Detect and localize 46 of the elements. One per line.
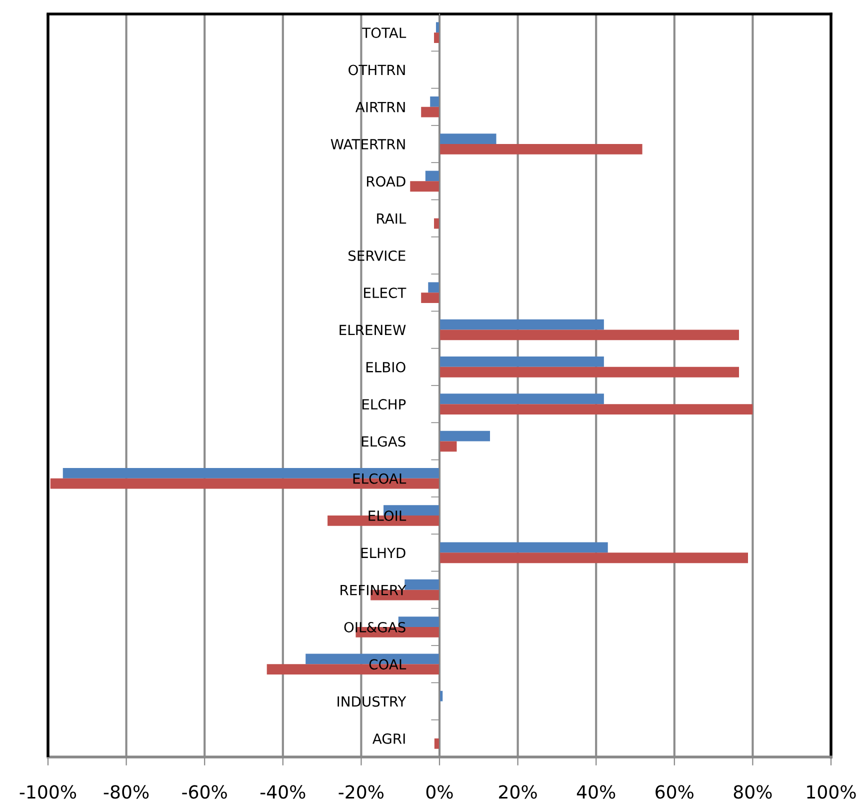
x-tick-label: 0% — [426, 785, 453, 799]
x-tick-label: -60% — [182, 785, 227, 799]
bar — [421, 292, 440, 304]
bar — [421, 106, 440, 118]
y-tick-label: AGRI — [372, 733, 405, 744]
bar — [440, 134, 496, 144]
bar — [440, 144, 642, 154]
x-tick-label: 80% — [734, 785, 772, 799]
y-tick-label: ELCHP — [362, 399, 406, 410]
bar — [440, 319, 604, 330]
y-tick-label: ELRENEW — [340, 324, 406, 336]
y-tick-label: ELECT — [364, 288, 406, 298]
bar — [440, 366, 739, 378]
bar — [440, 404, 753, 414]
y-tick-label: TOTAL — [362, 28, 406, 38]
bar — [440, 552, 748, 564]
bar — [440, 356, 604, 367]
y-tick-label: SERVICE — [348, 250, 406, 261]
y-tick-label: ELHYD — [361, 548, 406, 558]
y-tick-label: ELGAS — [362, 436, 406, 447]
y-tick-label: RAIL — [377, 213, 406, 224]
bar — [440, 430, 490, 442]
bar — [428, 282, 440, 293]
y-tick-label: ELBIO — [366, 362, 406, 372]
bar — [430, 96, 440, 107]
x-tick-label: -100% — [20, 785, 76, 799]
bar — [434, 32, 440, 43]
y-tick-label: OTHTRN — [348, 64, 405, 76]
y-tick-label: INDUSTRY — [338, 696, 406, 707]
x-tick-label: 100% — [807, 785, 856, 799]
x-tick-label: -20% — [338, 785, 384, 799]
bar — [425, 170, 440, 182]
y-tick-label: AIRTRN — [356, 102, 405, 112]
bar — [404, 579, 440, 590]
y-tick-label: WATERTRN — [330, 139, 405, 150]
x-tick-label: -40% — [260, 785, 306, 799]
y-tick-label: ROAD — [366, 176, 406, 187]
x-tick-label: 40% — [576, 785, 616, 799]
bar — [440, 330, 739, 340]
bar — [440, 394, 604, 404]
x-tick-label: -80% — [104, 785, 149, 799]
bar — [410, 181, 440, 192]
bar — [440, 441, 457, 452]
bar — [440, 542, 608, 553]
x-tick-label: 20% — [499, 785, 537, 799]
x-tick-label: 60% — [656, 785, 694, 799]
